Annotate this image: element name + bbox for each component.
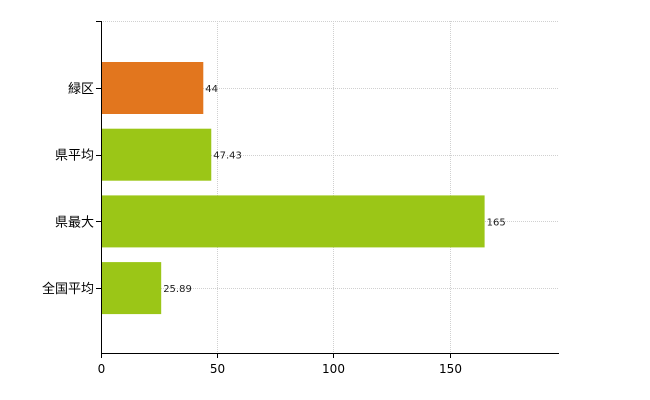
x-tick-label-2: 100 [322, 362, 345, 376]
category-label-0: 緑区 [68, 82, 94, 97]
category-label-1: 県平均 [55, 149, 94, 164]
bar-0 [102, 62, 204, 114]
x-tick-label-1: 50 [210, 362, 225, 376]
bar-2 [102, 195, 485, 248]
data-label-0: 44 [205, 84, 218, 95]
category-label-3: 全国平均 [42, 281, 94, 297]
data-label-1: 47.43 [213, 151, 242, 162]
x-tick-label-0: 0 [98, 362, 106, 376]
bars-group [102, 62, 485, 315]
axes-group [101, 21, 559, 354]
bar-3 [102, 262, 162, 315]
data-label-2: 165 [487, 217, 506, 228]
category-label-2: 県最大 [55, 215, 94, 230]
x-tick-label-3: 150 [439, 362, 462, 376]
bar-1 [102, 128, 212, 181]
tick-group [96, 21, 451, 358]
data-label-3: 25.89 [163, 284, 192, 295]
